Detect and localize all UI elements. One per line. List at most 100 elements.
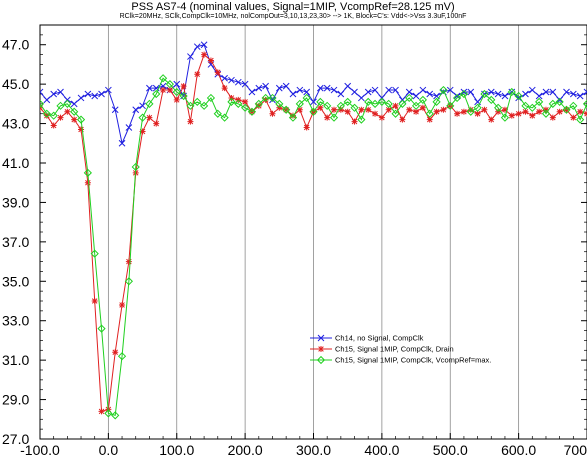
data-point [556, 96, 564, 104]
data-point [488, 116, 495, 123]
data-point [255, 84, 263, 92]
y-tick-label: 27.0 [2, 431, 29, 447]
data-point [412, 92, 420, 100]
data-point [295, 99, 304, 108]
data-point [454, 110, 461, 117]
data-point [112, 349, 119, 356]
data-point [582, 99, 587, 108]
data-point [214, 69, 221, 76]
data-point [111, 411, 120, 420]
data-point [132, 106, 140, 114]
data-point [234, 78, 242, 86]
data-point [228, 76, 235, 84]
data-point [432, 97, 441, 106]
data-point [70, 107, 79, 116]
data-point [425, 109, 434, 118]
data-point [351, 88, 358, 96]
data-point [57, 114, 64, 121]
data-point [207, 57, 214, 64]
y-tick-label: 47.0 [2, 37, 29, 53]
data-point [514, 91, 523, 101]
series-line [40, 77, 587, 416]
data-point [56, 101, 65, 110]
chart-subtitle: RClk=20MHz, SClk,CompClk=10MHz, nolCompO… [120, 13, 467, 20]
data-point [90, 249, 99, 258]
data-point [344, 108, 351, 115]
y-tick-label: 37.0 [2, 234, 29, 250]
data-point [261, 93, 270, 103]
data-point [466, 107, 475, 116]
data-point [248, 88, 256, 96]
data-point [522, 108, 529, 115]
data-point [186, 101, 195, 110]
series-line [40, 53, 587, 413]
data-point [521, 101, 530, 110]
data-point [98, 408, 105, 415]
y-tick-label: 31.0 [2, 352, 29, 368]
y-tick-label: 35.0 [2, 273, 29, 289]
data-point [337, 90, 345, 98]
data-point [241, 103, 250, 112]
data-point [255, 102, 262, 109]
data-point [242, 98, 249, 105]
data-point [576, 115, 585, 124]
data-point [310, 98, 317, 106]
data-point [139, 102, 146, 110]
data-point [179, 91, 188, 101]
data-point [117, 352, 127, 361]
data-point [30, 85, 36, 91]
data-point [413, 108, 420, 115]
data-point [344, 82, 352, 90]
data-point [166, 87, 173, 94]
data-point [372, 110, 379, 117]
data-point [507, 87, 516, 97]
data-point [97, 324, 106, 333]
data-point [570, 114, 577, 121]
data-point [241, 80, 249, 88]
data-point [165, 80, 175, 89]
data-point [194, 71, 201, 78]
data-point [459, 89, 469, 99]
data-point [187, 53, 194, 60]
data-point [426, 90, 434, 98]
data-point [193, 97, 202, 106]
data-point [460, 108, 467, 115]
data-point [173, 80, 181, 88]
data-point [460, 88, 468, 96]
data-point [158, 74, 168, 83]
data-point [139, 128, 146, 135]
data-point [303, 88, 311, 96]
x-axis: -100.0 0.0 100.0 200.0 300.0 400.0 500.0 600.0 7… [20, 433, 587, 458]
data-point [433, 108, 440, 115]
data-point [316, 84, 324, 92]
data-point [501, 106, 508, 113]
data-point [398, 99, 407, 108]
data-point [125, 258, 132, 265]
data-point [371, 86, 379, 94]
data-point [200, 41, 208, 49]
data-point [494, 103, 503, 112]
data-point [440, 106, 447, 113]
data-point [331, 106, 338, 113]
data-point [446, 101, 455, 110]
data-point [351, 118, 358, 125]
data-point [330, 86, 338, 94]
series-3 [40, 74, 587, 420]
data-point [536, 108, 543, 115]
data-point [556, 108, 563, 115]
data-point [419, 86, 427, 94]
x-tick-label: -100.0 [20, 442, 60, 458]
data-point [275, 84, 283, 92]
data-point [296, 86, 304, 94]
x-tick-label: 200.0 [228, 442, 263, 458]
data-point [64, 108, 71, 115]
x-tick-label: 700 [564, 442, 587, 458]
data-point [378, 114, 385, 121]
data-point [180, 83, 187, 90]
legend-label: Ch15, Signal 1MIP, CompClk, VcompRef=max… [335, 356, 491, 365]
data-point [289, 112, 296, 119]
data-point [105, 86, 112, 94]
data-point [309, 107, 318, 116]
data-point [145, 99, 154, 108]
vertical-gridlines [107, 25, 520, 439]
